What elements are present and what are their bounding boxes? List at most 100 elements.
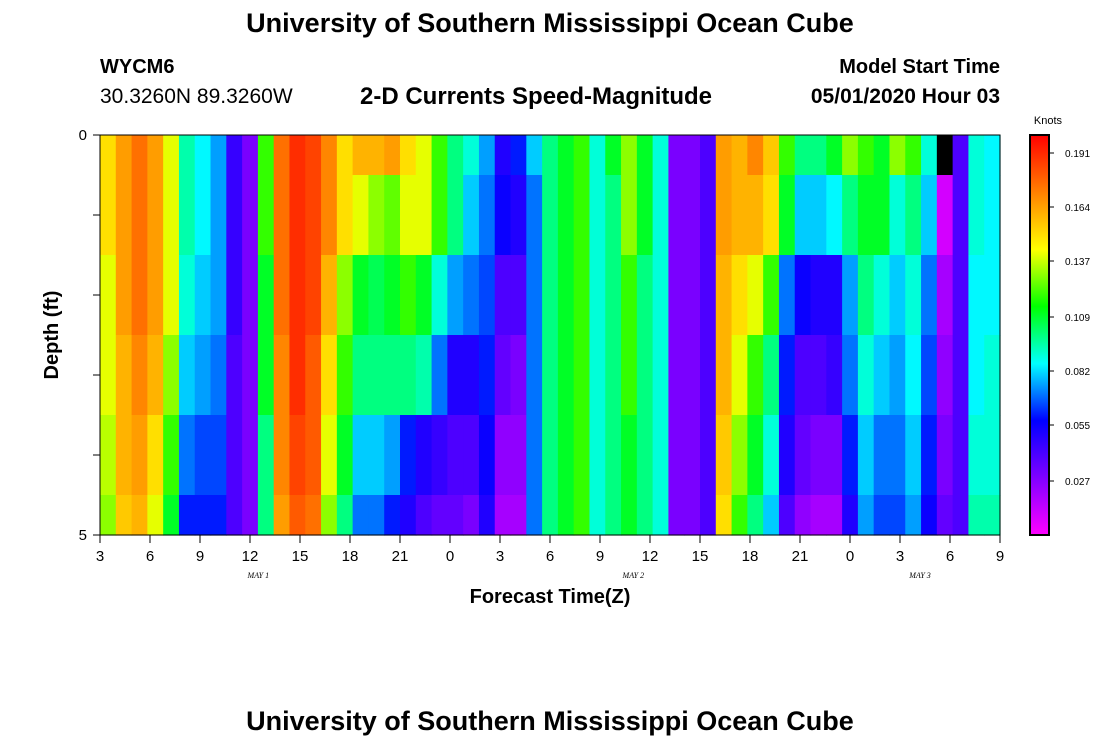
heatmap-cell: [368, 255, 385, 336]
colorbar-tick-label: 0.027: [1065, 477, 1090, 488]
heatmap-cell: [226, 175, 243, 256]
heatmap-cell: [952, 135, 970, 176]
heatmap-cell: [352, 335, 370, 416]
heatmap-cell: [621, 255, 638, 336]
heatmap-cell: [115, 255, 133, 336]
x-tick-label: 18: [342, 548, 359, 565]
heatmap-cell: [826, 255, 843, 336]
heatmap-cell: [684, 175, 701, 256]
heatmap-cell: [589, 175, 606, 256]
heatmap-cell: [557, 255, 575, 336]
heatmap-cells: [100, 135, 1001, 536]
heatmap-cell: [700, 175, 717, 256]
heatmap-cell: [352, 415, 370, 496]
heatmap-cell: [226, 335, 243, 416]
heatmap-cell: [968, 415, 985, 496]
heatmap-cell: [321, 415, 338, 496]
heatmap-cell: [889, 135, 906, 176]
heatmap-cell: [321, 495, 338, 536]
heatmap-cell: [605, 255, 622, 336]
heatmap-cell: [226, 495, 243, 536]
heatmap-cell: [842, 135, 859, 176]
heatmap-cell: [605, 135, 622, 176]
heatmap-cell: [289, 415, 306, 496]
heatmap-cell: [147, 495, 164, 536]
heatmap-cell: [178, 255, 196, 336]
x-tick-label: 15: [292, 548, 309, 565]
heatmap-cell: [747, 335, 764, 416]
heatmap-cell: [668, 175, 685, 256]
heatmap-cell: [305, 335, 322, 416]
heatmap-cell: [810, 175, 827, 256]
heatmap-cell: [100, 175, 117, 256]
heatmap-cell: [368, 335, 385, 416]
heatmap-cell: [826, 175, 843, 256]
heatmap-cell: [289, 135, 306, 176]
heatmap-cell: [131, 495, 148, 536]
heatmap-cell: [700, 135, 717, 176]
heatmap-cell: [936, 135, 954, 176]
heatmap-cell: [794, 495, 812, 536]
heatmap-cell: [873, 255, 891, 336]
heatmap-cell: [100, 335, 117, 416]
heatmap-cell: [889, 495, 906, 536]
heatmap-cell: [984, 175, 1001, 256]
heatmap-cell: [242, 415, 259, 496]
heatmap-cell: [289, 255, 306, 336]
heatmap-cell: [557, 415, 575, 496]
heatmap-cell: [463, 415, 480, 496]
heatmap-cell: [526, 335, 543, 416]
heatmap-cell: [747, 175, 764, 256]
heatmap-cell: [336, 175, 354, 256]
heatmap-cell: [163, 135, 180, 176]
heatmap-cell: [447, 415, 464, 496]
heatmap-cell: [794, 175, 812, 256]
heatmap-cell: [747, 495, 764, 536]
heatmap-cell: [447, 175, 464, 256]
x-tick-label: 3: [496, 548, 504, 565]
heatmap-cell: [415, 415, 433, 496]
heatmap-cell: [510, 495, 527, 536]
x-tick-label: 21: [392, 548, 409, 565]
heatmap-cell: [257, 495, 275, 536]
heatmap-cell: [605, 335, 622, 416]
heatmap-cell: [542, 135, 559, 176]
heatmap-cell: [763, 255, 780, 336]
colorbar-tick-label: 0.109: [1065, 313, 1090, 324]
heatmap-cell: [810, 135, 827, 176]
heatmap-cell: [889, 415, 906, 496]
heatmap-cell: [778, 495, 796, 536]
heatmap-cell: [921, 335, 938, 416]
heatmap-cell: [415, 335, 433, 416]
heatmap-cell: [478, 175, 496, 256]
heatmap-cell: [273, 135, 291, 176]
heatmap-cell: [857, 135, 875, 176]
heatmap-cell: [636, 415, 654, 496]
heatmap-cell: [668, 135, 685, 176]
heatmap-cell: [984, 415, 1001, 496]
heatmap-cell: [589, 135, 606, 176]
heatmap-cell: [652, 415, 670, 496]
heatmap-cell: [336, 415, 354, 496]
heatmap-cell: [336, 255, 354, 336]
heatmap-cell: [447, 335, 464, 416]
heatmap-cell: [731, 255, 748, 336]
heatmap-cell: [100, 255, 117, 336]
heatmap-cell: [194, 135, 212, 176]
heatmap-cell: [226, 135, 243, 176]
heatmap-cell: [210, 335, 227, 416]
heatmap-cell: [842, 495, 859, 536]
heatmap-cell: [826, 415, 843, 496]
heatmap-cell: [163, 415, 180, 496]
heatmap-cell: [273, 255, 291, 336]
heatmap-cell: [463, 495, 480, 536]
heatmap-cell: [336, 495, 354, 536]
heatmap-cell: [905, 335, 922, 416]
x-tick-label: 3: [96, 548, 104, 565]
heatmap-cell: [384, 135, 401, 176]
heatmap-cell: [557, 495, 575, 536]
heatmap-cell: [747, 135, 764, 176]
heatmap-cell: [368, 175, 385, 256]
heatmap-cell: [415, 175, 433, 256]
heatmap-cell: [794, 255, 812, 336]
